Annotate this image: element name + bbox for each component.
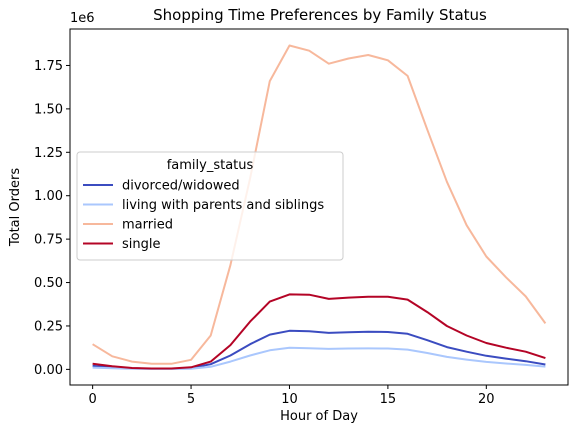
x-tick-label: 15 [380, 392, 397, 407]
x-axis: 0 5 10 15 20 [88, 385, 494, 407]
x-tick-label: 20 [478, 392, 495, 407]
y-tick-label: 1.75 [34, 59, 63, 74]
y-tick-label: 0.50 [34, 276, 63, 291]
y-tick-label: 0.75 [34, 233, 63, 248]
legend-label-single: single [122, 237, 161, 252]
x-tick-label: 5 [187, 392, 195, 407]
y-tick-label: 0.25 [34, 319, 63, 334]
legend-label-divorced-widowed: divorced/widowed [122, 179, 240, 194]
x-axis-label: Hour of Day [280, 409, 358, 424]
y-tick-label: 1.50 [34, 102, 63, 117]
chart-title: Shopping Time Preferences by Family Stat… [153, 6, 487, 24]
series-line-living-with-parents-and-siblings [93, 348, 546, 369]
x-tick-label: 0 [88, 392, 96, 407]
y-axis-label: Total Orders [8, 168, 23, 247]
legend-title: family_status [167, 158, 254, 173]
x-tick-label: 10 [281, 392, 298, 407]
y-offset-label: 1e6 [70, 11, 95, 26]
y-axis: 0.00 0.25 0.50 0.75 1.00 1.25 1.50 1.75 [34, 59, 70, 378]
legend-label-living-with-parents-and-siblings: living with parents and siblings [122, 198, 324, 213]
y-tick-label: 1.00 [34, 189, 63, 204]
y-tick-label: 1.25 [34, 146, 63, 161]
y-tick-label: 0.00 [34, 363, 63, 378]
legend: family_status divorced/widowed living wit… [77, 152, 343, 260]
legend-label-married: married [122, 218, 173, 233]
